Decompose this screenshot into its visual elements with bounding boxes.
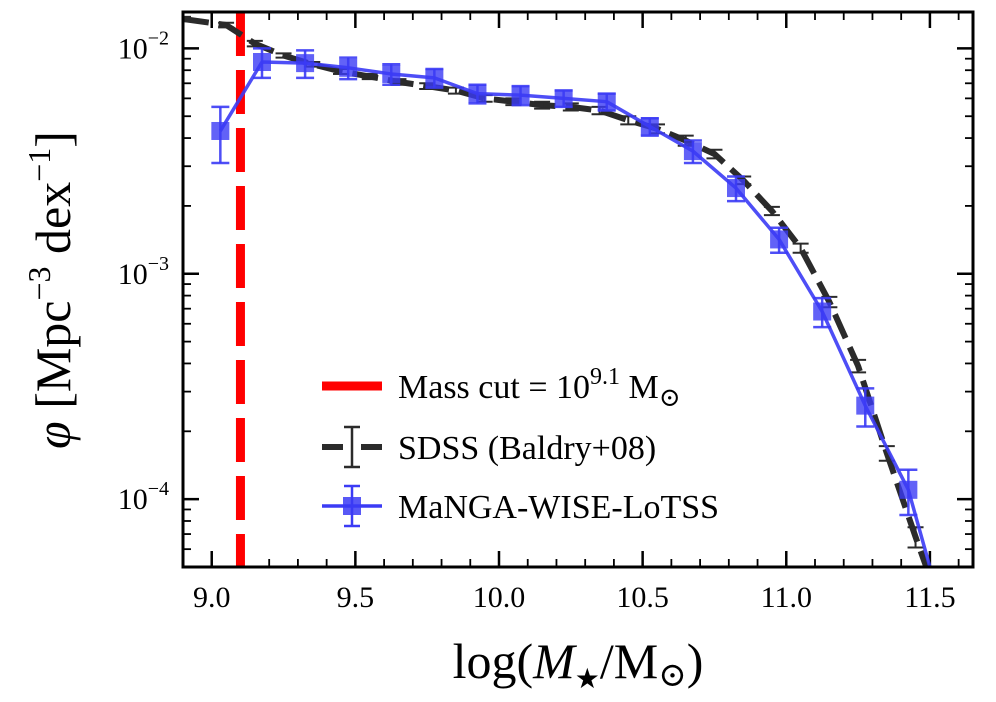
axis-ticks [182, 12, 973, 568]
manga-data-point [554, 89, 573, 108]
x-tick-label: 11.5 [904, 581, 955, 614]
manga-data-point [813, 302, 832, 321]
manga-data-point [640, 117, 659, 136]
y-tick-label: 10−4 [118, 478, 169, 516]
manga-data-point [683, 142, 702, 161]
x-tick-labels: 9.0 9.5 10.0 10.5 11.0 11.5 [193, 581, 956, 614]
manga-data-point [468, 84, 487, 103]
manga-data-point [597, 92, 616, 111]
manga-data-point [211, 121, 230, 140]
manga-data-point [511, 86, 530, 105]
manga-data-point [425, 68, 444, 87]
legend-item-mass-cut: Mass cut = 109.1 M⊙ [322, 364, 681, 412]
plot-frame [181, 10, 975, 569]
x-axis-label: log(M★/M⊙) [453, 633, 704, 695]
y-tick-label: 10−3 [118, 253, 169, 291]
legend-item-sdss: SDSS (Baldry+08) [322, 425, 656, 469]
manga-data-point [770, 230, 789, 249]
y-tick-labels: 10−2 10−3 10−4 [118, 27, 169, 516]
manga-data-point [727, 179, 745, 198]
manga-data-point [296, 54, 315, 73]
y-tick-label: 10−2 [118, 27, 169, 65]
y-axis-label: φ [Mpc−3 dex−1] [21, 131, 81, 449]
x-tick-label: 9.0 [193, 581, 231, 614]
x-tick-label: 10.5 [616, 581, 669, 614]
legend-item-manga: MaNGA-WISE-LoTSS [322, 484, 719, 528]
legend-label-manga: MaNGA-WISE-LoTSS [398, 489, 719, 526]
manga-data-point [856, 396, 875, 415]
manga-data-point [899, 480, 918, 499]
legend-label-sdss: SDSS (Baldry+08) [398, 430, 656, 467]
x-tick-label: 9.5 [337, 581, 375, 614]
legend-swatch-manga-marker [343, 497, 361, 515]
x-tick-label: 11.0 [761, 581, 812, 614]
x-tick-label: 10.0 [473, 581, 526, 614]
manga-data-point [382, 64, 401, 83]
legend-label-mass-cut: Mass cut = 109.1 M⊙ [398, 364, 681, 412]
manga-data-point [339, 58, 358, 77]
manga-data-point [253, 53, 271, 72]
plot-area [183, 12, 932, 567]
legend: Mass cut = 109.1 M⊙ SDSS (Baldry+08) MaN… [322, 364, 719, 528]
